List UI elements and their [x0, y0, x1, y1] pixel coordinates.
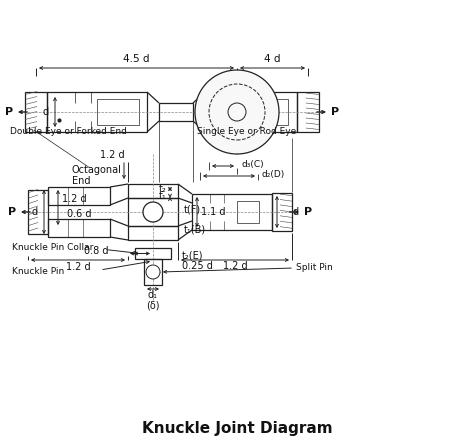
Text: d₃(C): d₃(C) [242, 160, 264, 169]
Text: t₁(B): t₁(B) [184, 225, 206, 235]
Text: d₂(D): d₂(D) [262, 170, 285, 180]
Bar [260, 99, 288, 125]
Text: Double Eye or Forked End: Double Eye or Forked End [10, 127, 127, 136]
Text: d: d [32, 207, 38, 217]
Bar [135, 248, 171, 259]
Bar [97, 99, 139, 125]
Circle shape [143, 202, 163, 222]
Bar [128, 198, 178, 226]
Bar [205, 92, 297, 132]
Text: d₁: d₁ [148, 290, 158, 300]
Text: d: d [43, 107, 49, 117]
Text: 1.1 d: 1.1 d [201, 207, 226, 217]
Text: (δ): (δ) [146, 300, 160, 310]
Bar [297, 92, 319, 132]
Bar [159, 103, 193, 121]
Bar [28, 190, 48, 234]
Text: End: End [72, 176, 91, 186]
Bar [48, 187, 110, 205]
Text: d: d [293, 207, 299, 217]
Text: 1.2 d: 1.2 d [223, 261, 247, 271]
Text: 0.6 d: 0.6 d [67, 209, 92, 219]
Text: 4.5 d: 4.5 d [123, 54, 150, 64]
Circle shape [146, 265, 160, 279]
Text: P: P [8, 207, 16, 217]
Bar [48, 219, 110, 237]
Text: P: P [304, 207, 312, 217]
Text: Knuckle Pin Collar: Knuckle Pin Collar [12, 243, 93, 252]
Bar [237, 201, 259, 223]
Text: 4 d: 4 d [264, 54, 281, 64]
Text: Split Pin: Split Pin [296, 263, 333, 273]
Text: P: P [331, 107, 339, 117]
Text: t₂(E): t₂(E) [182, 251, 203, 261]
Text: t(F): t(F) [184, 205, 201, 215]
Text: P: P [5, 107, 13, 117]
Text: t₂: t₂ [159, 184, 167, 194]
Text: 0.8 d: 0.8 d [84, 246, 109, 257]
Bar [128, 226, 178, 240]
Bar [25, 92, 47, 132]
Text: Knuckle Joint Diagram: Knuckle Joint Diagram [142, 422, 332, 437]
Bar [272, 193, 292, 231]
Text: t₁: t₁ [159, 191, 167, 201]
Bar [192, 194, 272, 230]
Text: Knuckle Pin: Knuckle Pin [12, 267, 64, 277]
Text: Octagonal: Octagonal [72, 165, 122, 175]
Text: 0.25 d: 0.25 d [182, 261, 213, 271]
Text: 1.2 d: 1.2 d [62, 194, 87, 203]
Bar [144, 259, 162, 285]
Text: Single Eye or Rod Eye: Single Eye or Rod Eye [197, 127, 296, 136]
Text: 1.2 d: 1.2 d [66, 262, 91, 272]
Bar [47, 92, 147, 132]
Circle shape [195, 70, 279, 154]
Text: 1.2 d: 1.2 d [100, 150, 124, 160]
Bar [128, 184, 178, 198]
